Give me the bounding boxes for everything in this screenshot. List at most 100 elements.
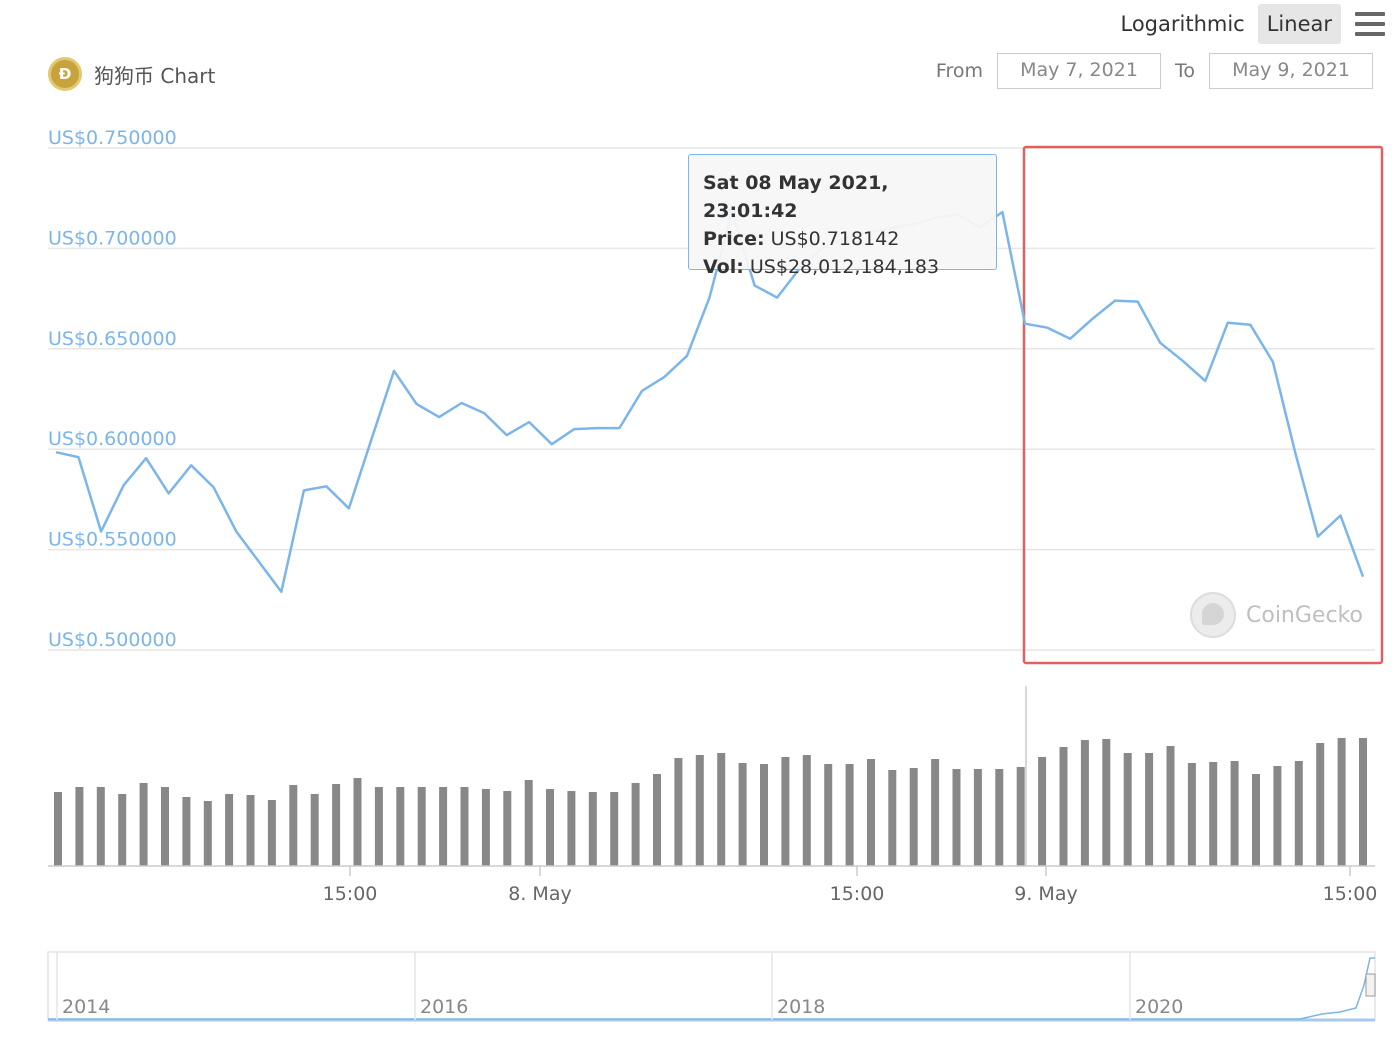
hamburger-menu-icon[interactable] [1355,12,1385,36]
volume-bar [610,792,619,866]
volume-bar [1016,767,1025,866]
navigator-tick-label: 2016 [420,996,468,1018]
volume-bar [738,763,747,866]
tooltip-price-label: Price: [703,228,765,250]
volume-bar [952,769,961,866]
y-tick-label: US$0.500000 [48,629,177,651]
volume-bar [246,795,255,866]
x-tick-label: 8. May [508,883,571,905]
navigator-tick-label: 2020 [1135,996,1183,1018]
to-date-input[interactable]: May 9, 2021 [1209,53,1373,89]
volume-bar [1038,757,1047,866]
volume-bar [674,758,683,866]
y-tick-label: US$0.650000 [48,328,177,350]
volume-bar [1316,743,1325,866]
price-line [55,210,1365,594]
navigator-tick-label: 2018 [777,996,825,1018]
tooltip-price-value: US$0.718142 [770,228,900,250]
chart-title: Ð 狗狗币 Chart [48,57,215,91]
linear-button[interactable]: Linear [1257,4,1341,44]
volume-bar [588,792,597,866]
volume-bar [54,792,62,866]
volume-bar [1059,747,1068,866]
volume-bar [310,794,319,866]
scale-toolbar: Logarithmic Linear [1107,4,1385,44]
volume-bar [1273,766,1282,866]
y-tick-label: US$0.600000 [48,428,177,450]
volume-bar [824,764,833,866]
volume-bar [75,787,84,866]
volume-bar [203,801,212,866]
range-navigator[interactable]: 2014 2016 2018 2020 [47,951,1376,1022]
volume-bar [118,794,127,866]
navigator-tick-label: 2014 [62,996,110,1018]
volume-bar [1145,753,1154,866]
x-tick-label: 15:00 [323,883,378,905]
y-tick-label: US$0.750000 [48,127,177,149]
from-label: From [935,60,983,82]
volume-bar [1337,738,1346,866]
volume-bar [1166,746,1175,866]
volume-bar [289,785,298,866]
volume-bar [332,784,341,866]
volume-bar [267,800,276,866]
tooltip-vol-label: Vol: [703,256,744,278]
volume-bar [1359,738,1367,866]
volume-bar [717,753,726,866]
x-tick-label: 15:00 [830,883,885,905]
volume-bar [1187,763,1196,866]
date-range-selector: From May 7, 2021 To May 9, 2021 [922,53,1373,89]
volume-bar [396,787,405,866]
volume-bar [653,774,661,866]
navigator-handle[interactable] [1365,973,1376,997]
coingecko-watermark: CoinGecko [1190,592,1363,638]
volume-bar [567,791,576,866]
to-label: To [1174,60,1195,82]
volume-bar [524,780,533,866]
volume-bar [909,768,918,866]
chart-title-text: 狗狗币 Chart [94,63,216,88]
volume-bar [439,787,448,866]
volume-bar [760,764,768,866]
volume-bar [931,759,940,866]
volume-bar [225,794,234,866]
volume-bar [1209,762,1218,866]
x-tick-label: 15:00 [1323,883,1378,905]
volume-bar [695,755,704,866]
volume-bar [503,791,512,866]
volume-bar [139,783,148,866]
watermark-text: CoinGecko [1246,602,1363,628]
volume-bar [1102,739,1111,866]
x-axis-ticks: 15:00 8. May 15:00 9. May 15:00 [323,866,1378,905]
volume-bar [1123,753,1132,866]
from-date-input[interactable]: May 7, 2021 [996,53,1161,89]
highlight-box [1022,145,1384,665]
volume-bar [374,787,383,866]
volume-bar [1230,761,1239,866]
volume-bar [867,759,875,866]
volume-bar [460,787,469,866]
volume-bar [1294,761,1303,866]
volume-bar [781,757,790,866]
tooltip-vol-value: US$28,012,184,183 [749,256,940,278]
volume-bar [161,787,169,866]
x-tick-label: 9. May [1014,883,1077,905]
volume-series [54,738,1367,866]
y-tick-label: US$0.550000 [48,529,177,551]
tooltip-date: Sat 08 May 2021, 23:01:42 [703,172,889,222]
volume-bar [845,764,854,866]
grid-lines [48,147,1375,651]
volume-bar [1252,774,1260,866]
volume-bar [481,789,490,866]
dogecoin-logo-icon: Ð [48,57,82,91]
volume-bar [888,770,897,866]
volume-bar [1080,740,1089,866]
volume-bar [353,778,362,866]
logarithmic-button[interactable]: Logarithmic [1120,12,1245,36]
volume-bar [546,789,554,866]
navigator-series-line [48,957,1375,1020]
volume-bar [995,769,1004,866]
volume-bar [973,769,982,866]
coingecko-logo-icon [1190,592,1236,638]
